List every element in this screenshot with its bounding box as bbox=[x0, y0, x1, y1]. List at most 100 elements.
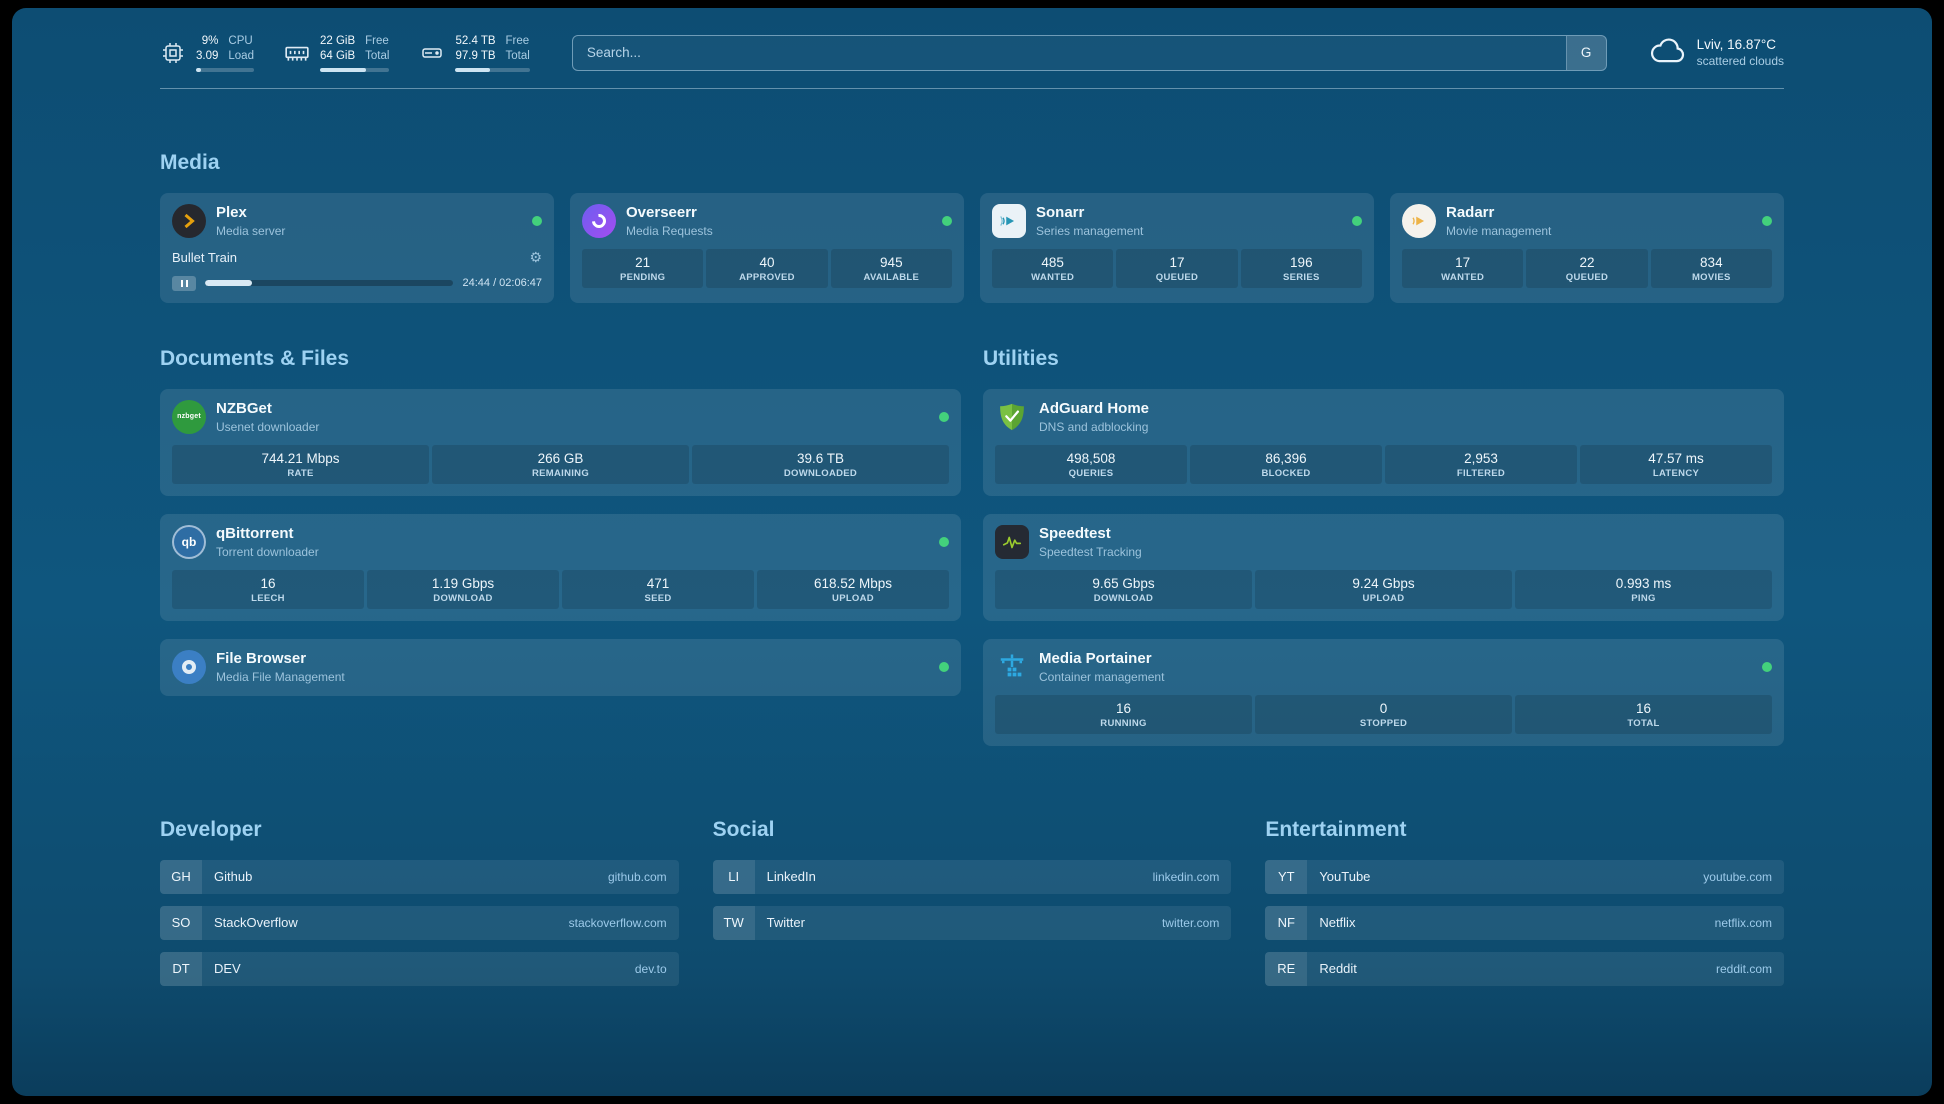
memory-widget: 22 GiB Free 64 GiB Total bbox=[284, 34, 390, 72]
media-grid: Plex Media server Bullet Train ⚙ 24:44 /… bbox=[160, 192, 1784, 303]
gear-icon[interactable]: ⚙ bbox=[529, 249, 542, 266]
service-card-overseerr[interactable]: Overseerr Media Requests 21 PENDING 40 A… bbox=[570, 192, 964, 303]
stat-available: 945 AVAILABLE bbox=[830, 248, 952, 288]
status-dot bbox=[1762, 215, 1772, 226]
disk-icon bbox=[419, 40, 445, 66]
radarr-icon bbox=[1402, 203, 1436, 238]
weather-widget: Lviv, 16.87°C scattered clouds bbox=[1649, 35, 1784, 70]
service-name: Media Portainer bbox=[1039, 649, 1152, 667]
service-description: DNS and adblocking bbox=[1039, 419, 1149, 434]
section-media: Media Plex Media server bbox=[160, 151, 1784, 303]
stat-ping: 0.993 ms PING bbox=[1515, 569, 1772, 609]
bookmark-reddit[interactable]: RE Reddit reddit.com bbox=[1265, 951, 1784, 986]
search-bar: G bbox=[571, 34, 1607, 71]
service-description: Torrent downloader bbox=[216, 544, 319, 559]
plex-icon bbox=[172, 203, 206, 238]
bookmark-group-developer: Developer GH Github github.com SO StackO… bbox=[160, 818, 679, 998]
service-card-qbittorrent[interactable]: qb qBittorrent Torrent downloader 16 LEE… bbox=[160, 513, 961, 621]
service-card-radarr[interactable]: Radarr Movie management 17 WANTED 22 QUE… bbox=[1390, 192, 1784, 303]
weather-condition: scattered clouds bbox=[1696, 54, 1784, 69]
stat-filtered: 2,953 FILTERED bbox=[1385, 444, 1577, 484]
stat-pending: 21 PENDING bbox=[582, 248, 704, 288]
filebrowser-icon bbox=[172, 649, 206, 684]
disk-free-label: Free bbox=[505, 35, 530, 47]
service-card-portainer[interactable]: Media Portainer Container management 16 … bbox=[983, 638, 1784, 746]
status-dot bbox=[942, 215, 952, 226]
disk-total-value: 97.9 TB bbox=[455, 49, 496, 62]
stat-approved: 40 APPROVED bbox=[706, 248, 828, 288]
service-card-filebrowser[interactable]: File Browser Media File Management bbox=[160, 638, 961, 696]
service-name: qBittorrent bbox=[216, 524, 294, 542]
service-card-sonarr[interactable]: Sonarr Series management 485 WANTED 17 Q… bbox=[980, 192, 1374, 303]
service-name: AdGuard Home bbox=[1039, 399, 1150, 417]
service-card-speedtest[interactable]: Speedtest Speedtest Tracking 9.65 Gbps D… bbox=[983, 513, 1784, 621]
search-input[interactable] bbox=[572, 35, 1566, 70]
disk-widget: 52.4 TB Free 97.9 TB Total bbox=[419, 34, 530, 72]
now-playing-title: Bullet Train bbox=[172, 249, 238, 265]
resource-widgets: 9% CPU 3.09 Load bbox=[160, 34, 530, 72]
service-card-adguard[interactable]: AdGuard Home DNS and adblocking 498,508 … bbox=[983, 388, 1784, 496]
status-dot bbox=[939, 411, 949, 422]
memory-free-value: 22 GiB bbox=[319, 35, 356, 47]
stat-queued: 17 QUEUED bbox=[1116, 248, 1238, 288]
entertainment-heading: Entertainment bbox=[1265, 817, 1407, 841]
utilities-heading: Utilities bbox=[983, 346, 1059, 370]
disk-progress-bar bbox=[455, 67, 530, 72]
bookmark-stackoverflow[interactable]: SO StackOverflow stackoverflow.com bbox=[160, 905, 679, 940]
status-dot bbox=[939, 536, 949, 547]
service-name: Sonarr bbox=[1036, 203, 1085, 221]
stat-movies: 834 MOVIES bbox=[1650, 248, 1772, 288]
playback-time: 24:44 / 02:06:47 bbox=[462, 277, 542, 290]
bookmark-linkedin[interactable]: LI LinkedIn linkedin.com bbox=[712, 859, 1232, 894]
playback-progress-bar[interactable] bbox=[205, 280, 454, 287]
service-description: Series management bbox=[1036, 223, 1144, 238]
service-name: Overseerr bbox=[626, 203, 697, 221]
cpu-load-value: 3.09 bbox=[196, 49, 219, 62]
disk-readout: 52.4 TB Free 97.9 TB Total bbox=[455, 34, 530, 72]
social-heading: Social bbox=[712, 817, 775, 841]
pause-button[interactable] bbox=[172, 275, 196, 291]
stat-latency: 47.57 ms LATENCY bbox=[1580, 444, 1772, 484]
service-card-nzbget[interactable]: nzbget NZBGet Usenet downloader 744.21 M… bbox=[160, 388, 961, 496]
cpu-usage-value: 9% bbox=[201, 35, 219, 47]
service-description: Media server bbox=[216, 223, 286, 238]
cpu-readout: 9% CPU 3.09 Load bbox=[196, 34, 254, 72]
stat-rate: 744.21 Mbps RATE bbox=[172, 444, 429, 484]
search-provider-button[interactable]: G bbox=[1565, 35, 1606, 70]
stat-upload: 618.52 Mbps UPLOAD bbox=[757, 569, 949, 609]
service-card-plex[interactable]: Plex Media server Bullet Train ⚙ 24:44 /… bbox=[160, 192, 554, 303]
dashboard-container: 9% CPU 3.09 Load bbox=[12, 8, 1932, 1096]
cpu-load-label: Load bbox=[228, 49, 254, 62]
weather-text: Lviv, 16.87°C scattered clouds bbox=[1697, 37, 1784, 68]
column-documents: Documents & Files nzbget NZBGet Usenet d… bbox=[160, 347, 961, 764]
bookmark-twitter[interactable]: TW Twitter twitter.com bbox=[712, 905, 1232, 940]
stat-wanted: 485 WANTED bbox=[992, 248, 1114, 288]
portainer-icon bbox=[995, 650, 1029, 684]
nzbget-icon: nzbget bbox=[172, 399, 206, 434]
bookmark-github[interactable]: GH Github github.com bbox=[160, 859, 679, 894]
memory-progress-bar bbox=[319, 67, 390, 72]
stat-queued: 22 QUEUED bbox=[1526, 248, 1648, 288]
memory-readout: 22 GiB Free 64 GiB Total bbox=[319, 34, 390, 72]
stat-blocked: 86,396 BLOCKED bbox=[1190, 444, 1382, 484]
speedtest-icon bbox=[995, 524, 1029, 559]
stat-leech: 16 LEECH bbox=[172, 569, 364, 609]
stat-running: 16 RUNNING bbox=[995, 694, 1252, 734]
qbittorrent-icon: qb bbox=[172, 524, 206, 559]
cpu-icon bbox=[160, 40, 186, 66]
adguard-icon bbox=[995, 400, 1029, 434]
status-dot bbox=[1352, 215, 1362, 226]
section-two-columns: Documents & Files nzbget NZBGet Usenet d… bbox=[160, 347, 1784, 764]
bookmark-group-social: Social LI LinkedIn linkedin.com TW Twitt… bbox=[712, 817, 1232, 998]
service-name: Speedtest bbox=[1039, 524, 1111, 542]
bookmark-dev[interactable]: DT DEV dev.to bbox=[160, 951, 679, 986]
bookmark-netflix[interactable]: NF Netflix netflix.com bbox=[1265, 905, 1784, 940]
stat-remaining: 266 GB REMAINING bbox=[432, 444, 689, 484]
service-description: Usenet downloader bbox=[216, 419, 320, 434]
memory-total-value: 64 GiB bbox=[319, 49, 356, 62]
bookmark-youtube[interactable]: YT YouTube youtube.com bbox=[1265, 859, 1784, 894]
stat-wanted: 17 WANTED bbox=[1402, 248, 1524, 288]
media-heading: Media bbox=[160, 150, 220, 174]
documents-heading: Documents & Files bbox=[160, 346, 350, 370]
service-name: Plex bbox=[216, 203, 247, 221]
